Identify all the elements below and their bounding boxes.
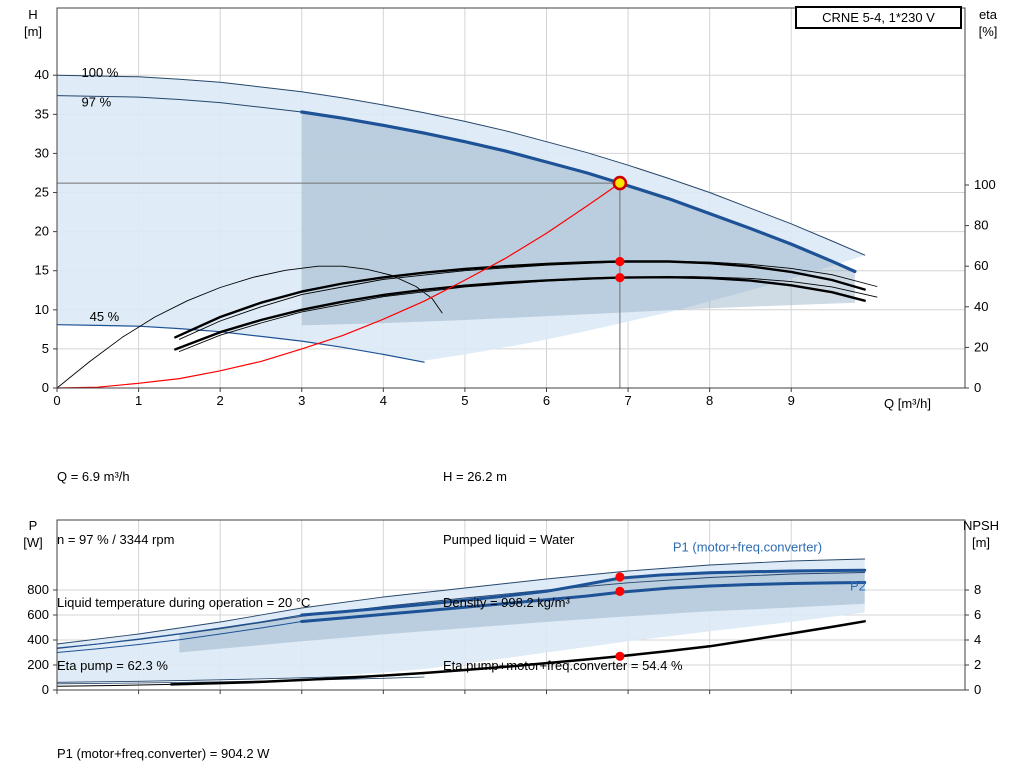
h-axis-unit: [m] bbox=[23, 24, 43, 39]
y-tick-label: 200 bbox=[27, 657, 49, 672]
x-tick-label: 5 bbox=[461, 393, 468, 408]
duty-info-left: Q = 6.9 m³/h n = 97 % / 3344 rpm Liquid … bbox=[57, 424, 310, 718]
p1-100-curve bbox=[56, 558, 866, 645]
y-tick-label: 600 bbox=[27, 607, 49, 622]
y-tick-label: 35 bbox=[35, 106, 49, 121]
y-tick-label: 400 bbox=[27, 632, 49, 647]
power-duty-band-area bbox=[179, 570, 865, 653]
y2-tick-label: 2 bbox=[974, 657, 981, 672]
plot-frame bbox=[56, 7, 966, 389]
info-flow: Q = 6.9 m³/h bbox=[57, 469, 130, 484]
speed-label-45: 45 % bbox=[90, 309, 120, 324]
eta-pump-point bbox=[615, 256, 625, 267]
x-tick-label: 2 bbox=[217, 393, 224, 408]
pump-curve-45 bbox=[56, 324, 425, 363]
x-tick-label: 0 bbox=[53, 393, 60, 408]
y2-tick-label: 40 bbox=[974, 299, 988, 314]
system-curve bbox=[56, 182, 621, 389]
y-tick-label: 10 bbox=[35, 302, 49, 317]
h-axis-title: H [m] bbox=[18, 6, 48, 40]
y-tick-label: 40 bbox=[35, 67, 49, 82]
pump-model-box: CRNE 5-4, 1*230 V bbox=[795, 6, 962, 29]
npsh-axis-unit: [m] bbox=[971, 535, 991, 550]
y-tick-label: 0 bbox=[42, 682, 49, 697]
npsh-axis-title: NPSH [m] bbox=[958, 517, 1004, 551]
p2-curve-label: P2 bbox=[850, 578, 866, 593]
x-tick-label: 6 bbox=[543, 393, 550, 408]
info-eta-pump: Eta pump = 62.3 % bbox=[57, 658, 168, 673]
p1-curve-label: P1 (motor+freq.converter) bbox=[673, 540, 822, 555]
y2-tick-label: 100 bbox=[974, 177, 996, 192]
eta-reduced-speed-curve bbox=[56, 265, 443, 389]
eta-axis-unit: [%] bbox=[978, 24, 998, 39]
pump-model-label: CRNE 5-4, 1*230 V bbox=[822, 10, 935, 25]
y2-tick-label: 80 bbox=[974, 218, 988, 233]
info-p1: P1 (motor+freq.converter) = 904.2 W bbox=[57, 746, 270, 761]
eta-total-point bbox=[615, 273, 625, 283]
plot-frame bbox=[56, 519, 966, 691]
p1-curve bbox=[300, 568, 867, 617]
q-axis-title: Q [m³/h] bbox=[884, 396, 931, 411]
p2-curve bbox=[300, 581, 867, 623]
npsh-curve bbox=[169, 620, 866, 686]
x-tick-label: 3 bbox=[298, 393, 305, 408]
npsh-point bbox=[615, 651, 625, 661]
y-tick-label: 5 bbox=[42, 341, 49, 356]
x-tick-label: 8 bbox=[706, 393, 713, 408]
speed-label-100: 100 % bbox=[82, 65, 119, 80]
y-tick-label: 25 bbox=[35, 185, 49, 200]
y2-tick-label: 8 bbox=[974, 582, 981, 597]
npsh-axis-symbol: NPSH bbox=[962, 518, 1000, 533]
eta-total-curve bbox=[174, 276, 866, 351]
info-pumped-liquid: Pumped liquid = Water bbox=[443, 532, 575, 547]
p-axis-symbol: P bbox=[28, 518, 38, 533]
p2-97-lowflow bbox=[56, 621, 303, 653]
y2-tick-label: 0 bbox=[974, 380, 981, 395]
pump-curve-97-operating bbox=[300, 110, 857, 274]
duty-point[interactable] bbox=[612, 175, 628, 191]
y2-tick-label: 60 bbox=[974, 258, 988, 273]
x-tick-label: 1 bbox=[135, 393, 142, 408]
eta-pump-curve bbox=[174, 260, 866, 339]
eta-axis-symbol: eta bbox=[978, 7, 998, 22]
speed-label-97: 97 % bbox=[82, 95, 112, 110]
p2-point bbox=[615, 586, 625, 597]
info-speed: n = 97 % / 3344 rpm bbox=[57, 532, 175, 547]
info-density: Density = 998.2 kg/m³ bbox=[443, 595, 570, 610]
y2-tick-label: 4 bbox=[974, 632, 981, 647]
duty-info-right: H = 26.2 m Pumped liquid = Water Density… bbox=[443, 424, 683, 718]
y2-tick-label: 20 bbox=[974, 339, 988, 354]
y2-tick-label: 0 bbox=[974, 682, 981, 697]
x-tick-label: 7 bbox=[624, 393, 631, 408]
y-tick-label: 20 bbox=[35, 224, 49, 239]
x-tick-label: 4 bbox=[380, 393, 387, 408]
info-eta-total: Eta pump+motor+freq.converter = 54.4 % bbox=[443, 658, 683, 673]
y-tick-label: 800 bbox=[27, 582, 49, 597]
y-tick-label: 30 bbox=[35, 145, 49, 160]
p-axis-unit: [W] bbox=[23, 535, 43, 550]
p-axis-title: P [W] bbox=[18, 517, 48, 551]
pump-curve-97-lowflow bbox=[56, 95, 303, 113]
speed-envelope-area bbox=[57, 75, 865, 363]
npsh-lowflow bbox=[56, 683, 172, 687]
y-tick-label: 15 bbox=[35, 263, 49, 278]
p1-point bbox=[615, 572, 625, 582]
h-axis-symbol: H bbox=[28, 7, 38, 22]
info-liquid-temp: Liquid temperature during operation = 20… bbox=[57, 595, 311, 610]
info-head: H = 26.2 m bbox=[443, 469, 507, 484]
y-tick-label: 0 bbox=[42, 380, 49, 395]
y2-tick-label: 6 bbox=[974, 607, 981, 622]
power-info: P1 (motor+freq.converter) = 904.2 W P2 =… bbox=[57, 701, 269, 781]
p1-97-lowflow bbox=[56, 614, 303, 649]
x-tick-label: 9 bbox=[788, 393, 795, 408]
eta-axis-title: eta [%] bbox=[970, 6, 1006, 40]
pump-curve-100 bbox=[56, 74, 866, 256]
